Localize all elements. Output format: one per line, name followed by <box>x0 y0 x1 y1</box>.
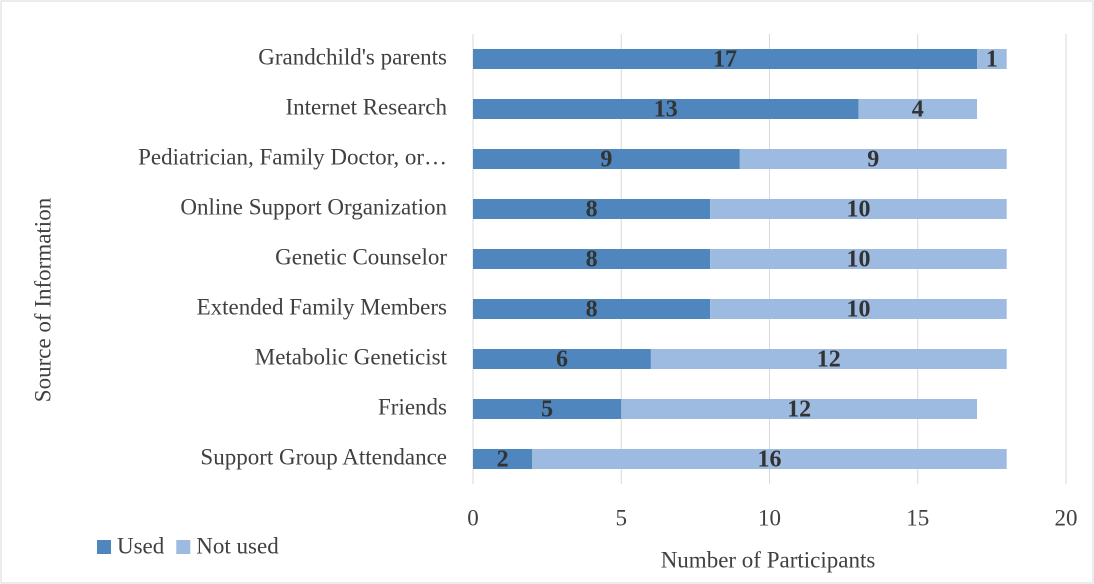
legend-swatch <box>176 540 191 554</box>
value-label: 16 <box>758 447 782 473</box>
bar-segment <box>473 49 978 69</box>
bar-segment <box>710 249 1007 269</box>
bar-segment <box>473 399 622 419</box>
y-tick-label: Genetic Counselor <box>275 244 447 269</box>
bar-segment <box>473 99 859 119</box>
x-tick-label: 15 <box>906 505 929 530</box>
bar-segment <box>473 249 711 269</box>
x-tick-label: 20 <box>1055 505 1078 530</box>
y-tick-label: Internet Research <box>285 94 447 119</box>
value-label: 2 <box>497 447 509 473</box>
bar-segment <box>858 99 978 119</box>
bar-segment <box>473 349 651 369</box>
y-tick-label: Extended Family Members <box>197 294 447 319</box>
y-tick-label: Grandchild's parents <box>258 44 447 69</box>
bar-segment <box>473 449 533 469</box>
value-label: 10 <box>846 197 870 223</box>
legend-swatch <box>97 540 111 554</box>
value-label: 8 <box>586 247 598 273</box>
value-label: 10 <box>846 247 870 273</box>
value-label: 17 <box>713 47 737 73</box>
value-label: 10 <box>846 297 870 323</box>
x-tick-label: 10 <box>758 505 781 530</box>
bar-segment <box>977 49 1007 69</box>
x-tick-label: 5 <box>616 505 628 530</box>
x-axis-title: Number of Participants <box>661 547 876 572</box>
bar-segment <box>650 349 1007 369</box>
y-tick-label: Friends <box>378 394 447 419</box>
value-label: 4 <box>912 97 924 123</box>
bar-segment <box>710 299 1007 319</box>
bar-segment <box>473 149 740 169</box>
bar-segment <box>621 399 978 419</box>
value-label: 6 <box>556 347 568 373</box>
x-tick-label: 0 <box>467 505 479 530</box>
y-axis-title: Source of Information <box>30 197 55 402</box>
value-label: 9 <box>867 147 879 173</box>
value-label: 1 <box>986 47 998 73</box>
value-label: 8 <box>586 297 598 323</box>
value-label: 13 <box>654 97 678 123</box>
y-tick-label: Pediatrician, Family Doctor, or… <box>138 144 447 169</box>
value-label: 9 <box>600 147 612 173</box>
bar-segment <box>532 449 1007 469</box>
bar-segment <box>473 199 711 219</box>
value-label: 8 <box>586 197 598 223</box>
bar-segment <box>710 199 1007 219</box>
y-tick-label: Online Support Organization <box>180 194 447 219</box>
y-tick-label: Support Group Attendance <box>200 444 447 469</box>
value-label: 12 <box>817 347 841 373</box>
value-label: 12 <box>787 397 811 423</box>
legend-label: Used <box>117 533 165 558</box>
bar-segment <box>739 149 1007 169</box>
value-label: 5 <box>541 397 553 423</box>
bar-segment <box>473 299 711 319</box>
legend-label: Not used <box>196 533 279 558</box>
y-tick-label: Metabolic Geneticist <box>255 344 448 369</box>
